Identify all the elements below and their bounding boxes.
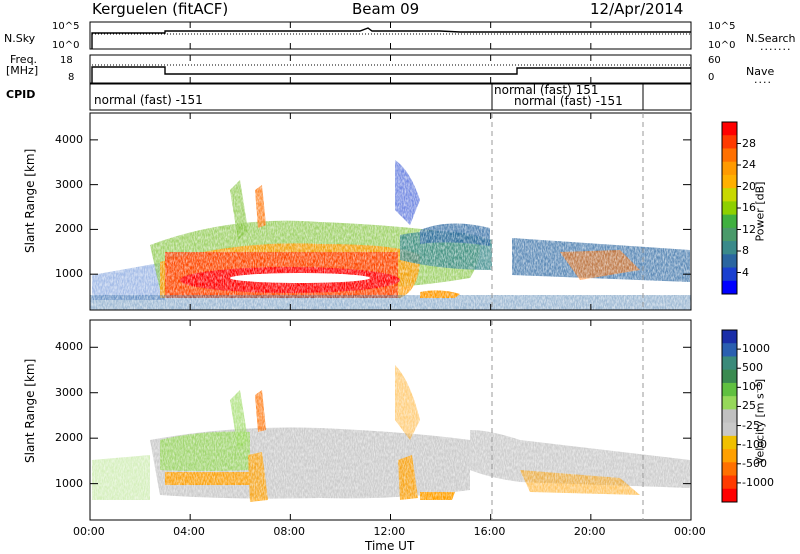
velocity-y-tick-label: 1000 [55,476,83,490]
velocity-y-tick-label: 2000 [55,431,83,445]
cpid-entry-3: normal (fast) -151 [514,94,623,108]
velocity-colorbar-swatch [722,409,737,424]
x-tick-label: 12:00 [373,525,406,538]
x-tick-label: 00:00 [73,525,105,538]
power-colorbar-swatch [722,267,737,282]
velocity-colorbar-swatch [722,396,737,410]
power-colorbar-tick-label: 20 [742,179,756,193]
x-axis-label: Time UT [365,539,415,553]
power-y-tick-label: 1000 [55,267,83,281]
power-colorbar-swatch [722,188,737,202]
axis-ticks [89,22,692,520]
velocity-y-axis-label: Slant Range [km] [23,358,37,463]
velocity-colorbar-swatch [722,449,737,463]
beam-title: Beam 09 [352,0,420,18]
power-heatmap [90,113,691,310]
velocity-colorbar-swatch [722,435,737,450]
freq-right-tick-top: 60 [708,55,721,66]
velocity-colorbar-tick-label: 1000 [742,342,770,356]
power-colorbar-swatch [722,201,737,216]
power-colorbar-tick-label: 28 [742,136,756,150]
velocity-colorbar-tick-label: 500 [742,361,763,375]
power-y-tick-label: 3000 [55,177,83,191]
nave-legend: ···· [754,76,772,89]
x-tick-label: 16:00 [473,525,506,538]
cpid-panel [89,83,692,111]
velocity-colorbar-tick-label: -25 [742,418,760,432]
power-colorbar-swatch [722,280,737,295]
noise-sky-label: N.Sky [4,32,36,45]
freq-label: Freq. [10,53,38,66]
freq-unit-label: [MHz] [6,64,39,77]
power-y-tick-label: 2000 [55,222,83,236]
power-colorbar-swatch [722,174,737,189]
velocity-colorbar-tick-label: 100 [742,380,763,394]
velocity-heatmap [90,320,691,520]
velocity-colorbar-swatch [722,462,737,477]
velocity-colorbar-swatch [722,488,737,503]
velocity-scatter [90,320,691,520]
cpid-label: CPID [6,88,36,101]
noise-search-label: N.Search [746,32,796,45]
velocity-colorbar [721,329,741,503]
x-tick-label: 04:00 [173,525,205,538]
velocity-colorbar-swatch [722,369,737,384]
velocity-colorbar-frame [721,329,738,503]
power-colorbar [721,121,741,295]
velocity-colorbar-tick-label: -1000 [742,475,774,489]
power-colorbar-tick-label: 16 [742,201,756,214]
station-title: Kerguelen (fitACF) [92,0,229,18]
x-tick-label: 00:00 [674,525,706,538]
velocity-colorbar-swatch [722,343,737,357]
velocity-colorbar-tick-label: -500 [742,456,767,470]
velocity-y-tick-label: 4000 [55,340,83,354]
velocity-y-tick-label: 3000 [55,385,83,399]
power-colorbar-swatch [722,241,737,255]
nave-label: Nave [746,65,775,78]
x-tick-label: 20:00 [573,525,606,538]
power-colorbar-tick-label: 4 [742,265,749,279]
power-colorbar-swatch [722,122,737,136]
velocity-colorbar-swatch [722,382,737,397]
power-colorbar-swatch [722,148,737,163]
cpid-entry-1: normal (fast) -151 [94,93,203,107]
freq-right-tick-bottom: 0 [708,72,715,83]
noise-right-tick-top: 10^5 [708,21,736,32]
date-title: 12/Apr/2014 [590,0,684,18]
power-colorbar-tick-label: 12 [742,222,756,236]
freq-left-tick-top: 18 [60,55,73,66]
power-colorbar-tick-label: 8 [742,244,749,257]
power-colorbar-swatch [722,214,737,229]
power-colorbar-tick-label: 24 [742,158,756,171]
velocity-colorbar-swatch [722,422,737,437]
noise-right-tick-bottom: 10^0 [708,40,736,51]
power-colorbar-swatch [722,254,737,269]
x-tick-label: 08:00 [273,525,306,538]
power-colorbar-swatch [722,135,737,149]
frequency-trace [91,66,691,83]
power-y-axis-label: Slant Range [km] [23,148,37,253]
power-y-tick-label: 4000 [55,132,83,146]
velocity-colorbar-swatch [722,330,737,344]
cpid-entry-2: normal (fast) 151 [494,83,599,97]
noise-sky-trace [91,27,691,49]
velocity-colorbar-tick-label: -100 [742,437,767,451]
velocity-colorbar-swatch [722,475,737,490]
noise-left-tick-top: 10^5 [52,21,80,32]
noise-left-tick-bottom: 10^0 [52,40,80,51]
power-colorbar-swatch [722,227,737,242]
power-colorbar-swatch [722,161,737,176]
power-scatter [90,113,691,310]
velocity-colorbar-swatch [722,356,737,371]
freq-left-tick-bottom: 8 [68,72,75,83]
noise-search-legend: ······· [760,43,792,56]
velocity-colorbar-tick-label: 25 [742,399,756,413]
